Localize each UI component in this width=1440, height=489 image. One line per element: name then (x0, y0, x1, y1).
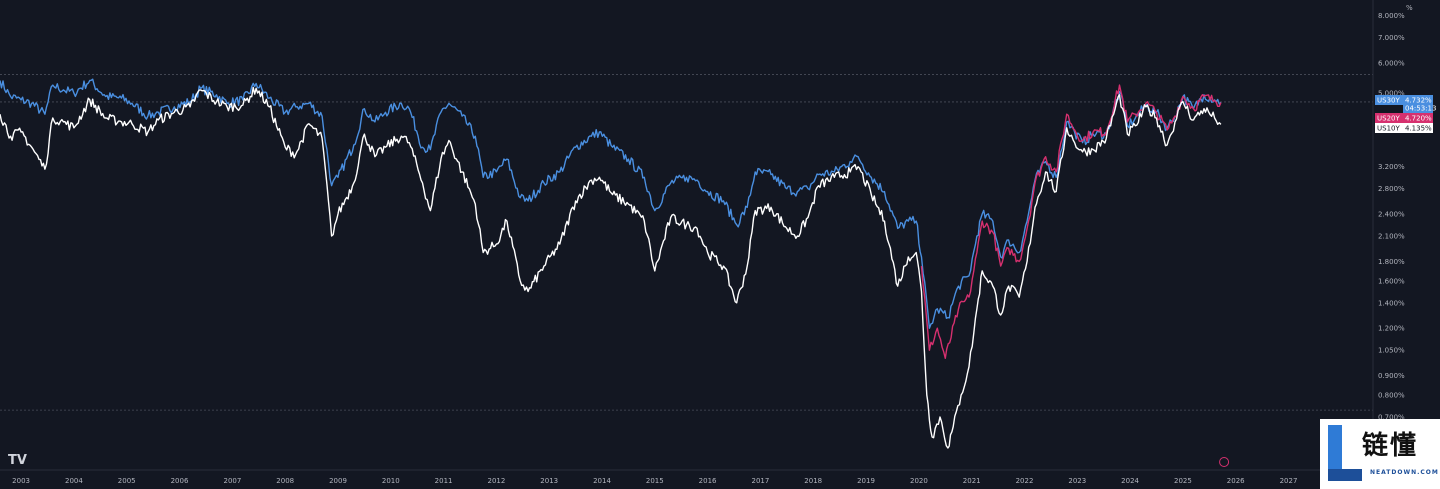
x-tick-13: 2016 (699, 477, 717, 485)
last-value-tags: US30Y 4.732%04:53:13 US20Y 4.720% US10Y 4.135… (1375, 95, 1436, 133)
tag-value: 4.732% (1405, 97, 1432, 105)
y-tick-12: 1.050% (1378, 347, 1405, 355)
x-tick-18: 2021 (963, 477, 981, 485)
y-tick-14: 0.800% (1378, 392, 1405, 400)
x-tick-11: 2014 (593, 477, 611, 485)
platform-logo[interactable]: TV (8, 453, 27, 468)
y-tick-9: 1.600% (1378, 277, 1405, 285)
x-tick-21: 2024 (1121, 477, 1139, 485)
x-tick-17: 2020 (910, 477, 928, 485)
watermark-title: 链懂 (1362, 431, 1419, 461)
series-layer (0, 78, 1222, 449)
x-tick-4: 2007 (223, 477, 241, 485)
tag-value-box (1403, 123, 1433, 133)
last-value-tag-us20y: US20Y 4.720% (1375, 113, 1433, 123)
price-axis-unit: % (1406, 4, 1413, 12)
x-tick-15: 2018 (804, 477, 822, 485)
x-tick-9: 2012 (487, 477, 505, 485)
time-axis-background (0, 470, 1373, 489)
y-tick-8: 1.800% (1378, 258, 1405, 266)
y-tick-7: 2.100% (1378, 233, 1405, 241)
tag-name: US10Y (1377, 125, 1400, 133)
y-tick-6: 2.400% (1378, 211, 1405, 219)
x-tick-20: 2023 (1068, 477, 1086, 485)
y-tick-3: 5.000% (1378, 90, 1405, 98)
x-tick-22: 2025 (1174, 477, 1192, 485)
y-tick-11: 1.200% (1378, 325, 1405, 333)
last-value-tag-us10y: US10Y 4.135% (1375, 123, 1433, 133)
tag-name-box (1375, 123, 1403, 133)
x-tick-23: 2026 (1227, 477, 1245, 485)
time-axis: 2003 2004 2005 2006 2007 2008 2009 2010 2011 2012… (0, 457, 1373, 489)
x-tick-12: 2015 (646, 477, 664, 485)
series-line-us20y (920, 84, 1222, 359)
x-tick-14: 2017 (751, 477, 769, 485)
series-line-us30y (0, 78, 1222, 329)
series-line-us10y (0, 86, 1222, 449)
last-value-tag-us30y: US30Y 4.732%04:53:13 (1375, 95, 1436, 113)
reference-lines (0, 74, 1373, 411)
tag-name-box (1375, 95, 1403, 105)
price-axis: %8.000% 7.000% 6.000% 5.000% 3.200% 2.800% 2.4… (1372, 0, 1440, 489)
tag-value: 4.135% (1405, 125, 1432, 133)
x-tick-5: 2008 (276, 477, 294, 485)
y-tick-1: 7.000% (1378, 34, 1405, 42)
x-tick-0: 2003 (12, 477, 30, 485)
x-tick-1: 2004 (65, 477, 83, 485)
y-tick-2: 6.000% (1378, 60, 1405, 68)
x-tick-2: 2005 (118, 477, 136, 485)
x-tick-16: 2019 (857, 477, 875, 485)
tag-countdown: 04:53:13 (1405, 105, 1436, 113)
y-tick-0: 8.000% (1378, 12, 1405, 20)
tag-name: US30Y (1377, 97, 1400, 105)
y-tick-4: 3.200% (1378, 163, 1405, 171)
x-tick-7: 2010 (382, 477, 400, 485)
y-tick-5: 2.800% (1378, 185, 1405, 193)
event-marker-icon (1219, 457, 1230, 467)
tag-value: 4.720% (1405, 115, 1432, 123)
x-tick-3: 2006 (171, 477, 189, 485)
watermark-subtitle: NEATDOWN.COM (1370, 469, 1439, 476)
price-axis-background (1373, 0, 1440, 489)
x-tick-24: 2027 (1280, 477, 1298, 485)
tag-name: US20Y (1377, 115, 1400, 123)
watermark-logo: 链懂 NEATDOWN.COM (1320, 419, 1440, 489)
y-tick-10: 1.400% (1378, 299, 1405, 307)
x-tick-19: 2022 (1016, 477, 1034, 485)
x-tick-10: 2013 (540, 477, 558, 485)
x-tick-6: 2009 (329, 477, 347, 485)
y-tick-15: 0.700% (1378, 414, 1405, 422)
tag-value-box (1403, 113, 1433, 123)
x-tick-8: 2011 (435, 477, 453, 485)
tag-value-box (1403, 95, 1433, 113)
tag-name-box (1375, 113, 1403, 123)
y-tick-13: 0.900% (1378, 372, 1405, 380)
watermark-mark-icon (1328, 425, 1362, 481)
